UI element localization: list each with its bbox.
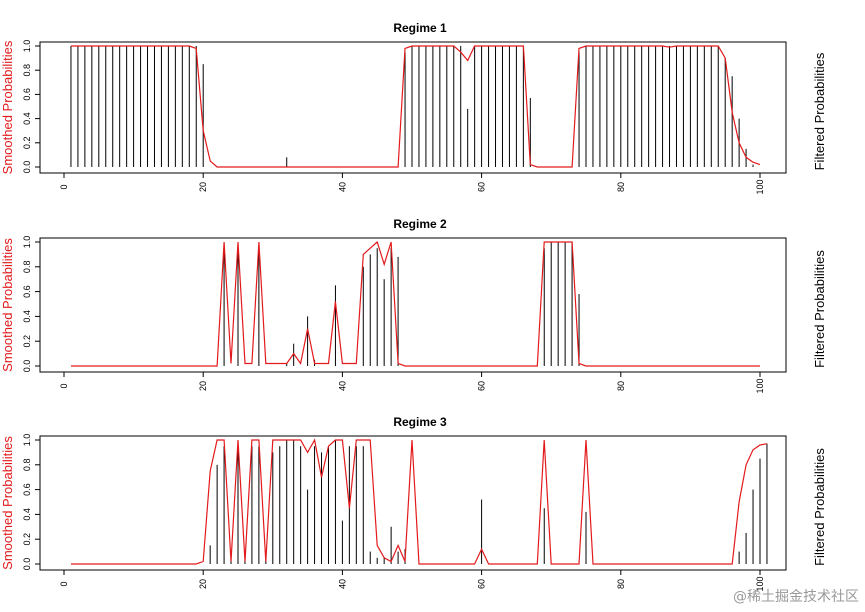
x-tick-label: 60	[477, 579, 487, 589]
x-tick-label: 40	[337, 381, 347, 391]
chart-title: Regime 1	[393, 21, 447, 35]
y-tick-label: 1.0	[22, 236, 32, 249]
y-tick-label: 0.8	[22, 64, 32, 77]
panel-2: Regime 2 0.0 0.2 0.4 0.6 0.8 1.0 0 20 40 60 80 100 Sm…	[0, 217, 827, 394]
y-tick-label: 0.8	[22, 261, 32, 274]
smoothed-probability-line	[71, 438, 768, 565]
y-tick-label: 0.4	[22, 508, 32, 521]
y-tick-label: 0.2	[22, 335, 32, 348]
y-tick-label: 0.6	[22, 483, 32, 496]
plot-frame	[39, 237, 787, 373]
watermark-text: @稀土掘金技术社区	[733, 589, 859, 605]
x-tick-label: 40	[337, 182, 347, 192]
y-tick-label: 0.6	[22, 88, 32, 101]
y-tick-label: 0.2	[22, 137, 32, 150]
x-tick-label: 0	[59, 184, 69, 189]
y-tick-label: 0.2	[22, 533, 32, 546]
x-tick-label: 60	[477, 182, 487, 192]
smoothed-probability-line	[71, 45, 761, 168]
x-tick-label: 80	[616, 182, 626, 192]
x-tick-label: 100	[755, 576, 765, 591]
plot-frame	[39, 435, 787, 571]
plot-frame	[39, 41, 787, 174]
y-tick-label: 0.4	[22, 112, 32, 125]
chart-title: Regime 2	[393, 217, 447, 231]
x-tick-label: 40	[337, 579, 347, 589]
y-tick-label: 0.0	[22, 161, 32, 174]
y-tick-label: 0.8	[22, 459, 32, 472]
y-axis-label-right: Filtered Probabilities	[812, 250, 827, 368]
y-tick-label: 0.0	[22, 360, 32, 373]
y-tick-label: 0.0	[22, 558, 32, 571]
x-tick-label: 20	[198, 182, 208, 192]
x-tick-label: 100	[755, 179, 765, 194]
x-tick-label: 20	[198, 579, 208, 589]
chart-title: Regime 3	[393, 415, 447, 429]
y-tick-label: 1.0	[22, 40, 32, 53]
panel-3: Regime 3 0.0 0.2 0.4 0.6 0.8 1.0 0 20 40 60 80 100 Sm…	[0, 415, 827, 592]
x-tick-label: 80	[616, 381, 626, 391]
x-tick-label: 0	[59, 581, 69, 586]
smoothed-probability-line	[71, 240, 760, 367]
y-tick-label: 0.4	[22, 310, 32, 323]
x-tick-label: 20	[198, 381, 208, 391]
panel-1: Regime 1 0.0 0.2 0.4 0.6 0.8 1.0 0 20 40 60 80 100 Sm…	[0, 21, 827, 195]
y-axis-label-left: Smoothed Probabilities	[0, 40, 15, 174]
x-tick-label: 80	[616, 579, 626, 589]
x-tick-label: 60	[477, 381, 487, 391]
x-tick-label: 100	[755, 378, 765, 393]
x-tick-label: 0	[59, 383, 69, 388]
y-tick-label: 0.6	[22, 285, 32, 298]
y-tick-label: 1.0	[22, 434, 32, 447]
y-axis-label-right: Filtered Probabilities	[812, 52, 827, 170]
y-axis-label-left: Smoothed Probabilities	[0, 436, 15, 570]
y-axis-label-right: Filtered Probabilities	[812, 448, 827, 566]
y-axis-label-left: Smoothed Probabilities	[0, 238, 15, 372]
